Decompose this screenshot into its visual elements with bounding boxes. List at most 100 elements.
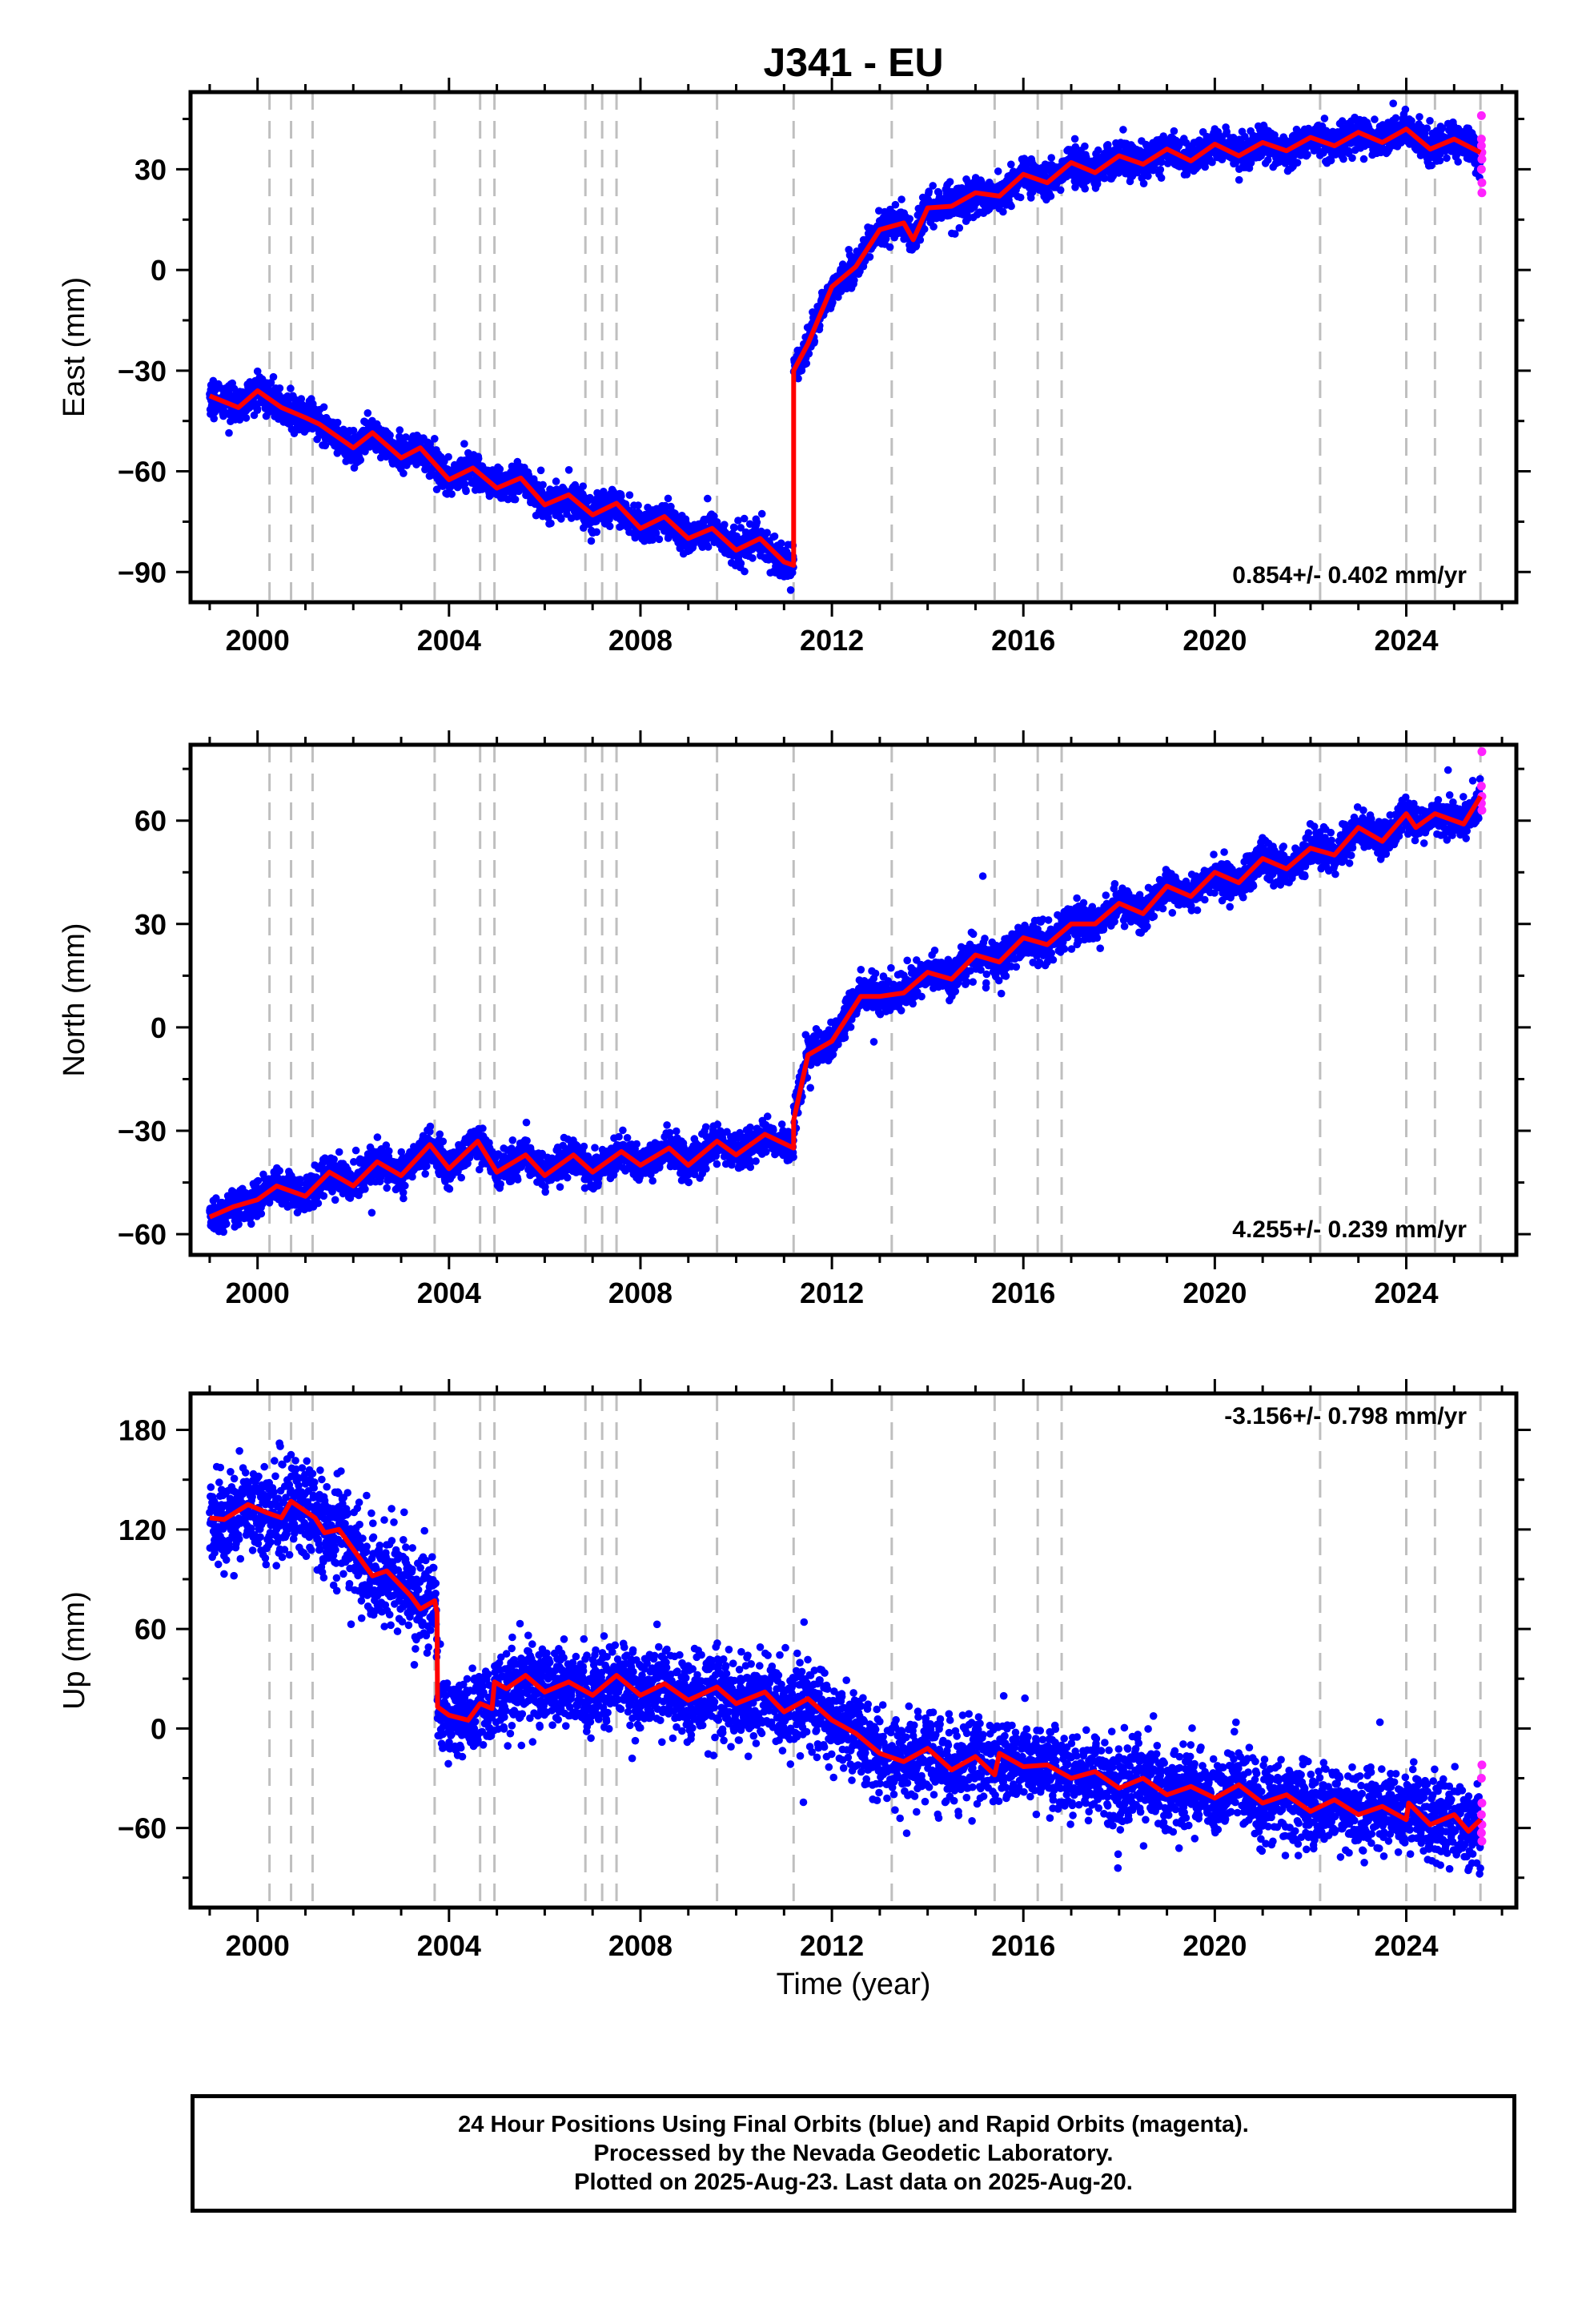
data-point (999, 207, 1007, 216)
data-point (504, 495, 512, 504)
data-point (1047, 154, 1055, 162)
data-point (1119, 126, 1127, 134)
final-orbit-points (206, 99, 1484, 594)
data-point (1016, 193, 1025, 202)
velocity-label: 0.854+/- 0.402 mm/yr (1232, 562, 1467, 589)
data-point (1046, 192, 1055, 200)
x-tick-label: 2012 (800, 624, 864, 657)
data-point (225, 428, 233, 437)
data-point (386, 431, 394, 440)
data-point (448, 490, 456, 498)
data-point (704, 494, 712, 503)
data-point (740, 514, 749, 523)
data-point (1081, 142, 1089, 151)
data-point (253, 367, 262, 376)
data-point (210, 414, 219, 423)
data-point (753, 518, 761, 526)
data-point (511, 495, 520, 504)
data-point (557, 515, 565, 523)
data-point (333, 418, 342, 427)
data-point (356, 456, 365, 464)
data-point (664, 494, 673, 503)
data-point (269, 372, 278, 381)
x-tick-label: 2020 (1182, 624, 1247, 657)
data-point (1070, 135, 1079, 143)
data-point (1156, 166, 1165, 174)
data-point (474, 454, 483, 463)
data-point (1415, 113, 1423, 121)
data-point (349, 426, 358, 435)
data-point (1359, 155, 1368, 163)
y-tick-label: −30 (118, 355, 167, 388)
panel-east: 2000 2004 2008 2012 2016 2020 2024−90−60−30030… (58, 78, 1531, 657)
data-point (1144, 172, 1152, 180)
data-point (605, 522, 614, 530)
data-point (1157, 174, 1166, 182)
data-point (1339, 155, 1347, 163)
data-point (539, 480, 547, 489)
x-tick-label: 2008 (608, 624, 673, 657)
y-tick-label: −60 (118, 456, 167, 489)
data-point (777, 539, 785, 548)
data-point (547, 519, 555, 528)
data-point (587, 537, 596, 545)
data-point (905, 215, 913, 223)
data-point (704, 543, 713, 551)
data-point (1435, 156, 1444, 165)
data-point (1391, 114, 1400, 123)
data-point (460, 480, 469, 489)
data-point (634, 501, 642, 509)
model-line (208, 127, 1482, 568)
x-tick-label: 2004 (417, 624, 481, 657)
data-point (749, 554, 757, 562)
y-tick-label: −90 (118, 556, 167, 589)
data-point (1454, 158, 1462, 166)
data-point (400, 469, 408, 477)
panel-north: 2000 2004 2008 2012 2016 2020 2024−60−3003060N… (58, 730, 1531, 1309)
data-point (363, 409, 372, 417)
data-point (625, 491, 634, 499)
data-point (319, 403, 328, 412)
y-tick-label: 30 (135, 153, 167, 186)
data-point (564, 466, 573, 474)
rapid-orbit-point (1477, 188, 1487, 198)
data-point (1139, 179, 1148, 187)
plot-frame (188, 90, 1519, 605)
data-point (617, 492, 625, 501)
data-point (929, 182, 937, 190)
data-point (536, 466, 545, 475)
data-point (737, 559, 745, 568)
data-point (865, 253, 874, 261)
data-point (1426, 117, 1434, 125)
data-point (994, 167, 1002, 175)
data-point (592, 528, 600, 537)
data-point (1401, 105, 1410, 114)
data-point (946, 178, 954, 186)
data-point (444, 452, 452, 461)
data-point (1081, 184, 1089, 193)
data-point (1293, 159, 1302, 167)
chart-title: J341 - EU (763, 40, 943, 85)
data-point (891, 200, 900, 209)
data-point (552, 477, 560, 485)
rapid-orbit-point (1477, 155, 1487, 164)
data-point (253, 406, 262, 414)
data-point (955, 223, 964, 232)
data-point (1170, 127, 1178, 135)
data-point (402, 433, 410, 441)
data-point (1389, 99, 1397, 107)
data-point (242, 414, 251, 422)
rapid-orbit-point (1476, 111, 1486, 120)
data-point (275, 384, 284, 392)
data-point (1007, 160, 1015, 169)
x-tick-label: 2016 (991, 624, 1055, 657)
rapid-orbit-point (1476, 164, 1486, 174)
data-point (1348, 154, 1356, 163)
data-point (579, 482, 587, 490)
data-point (235, 416, 244, 424)
data-point (655, 535, 664, 544)
data-point (321, 441, 330, 450)
data-point (885, 243, 894, 251)
data-point (763, 529, 771, 537)
